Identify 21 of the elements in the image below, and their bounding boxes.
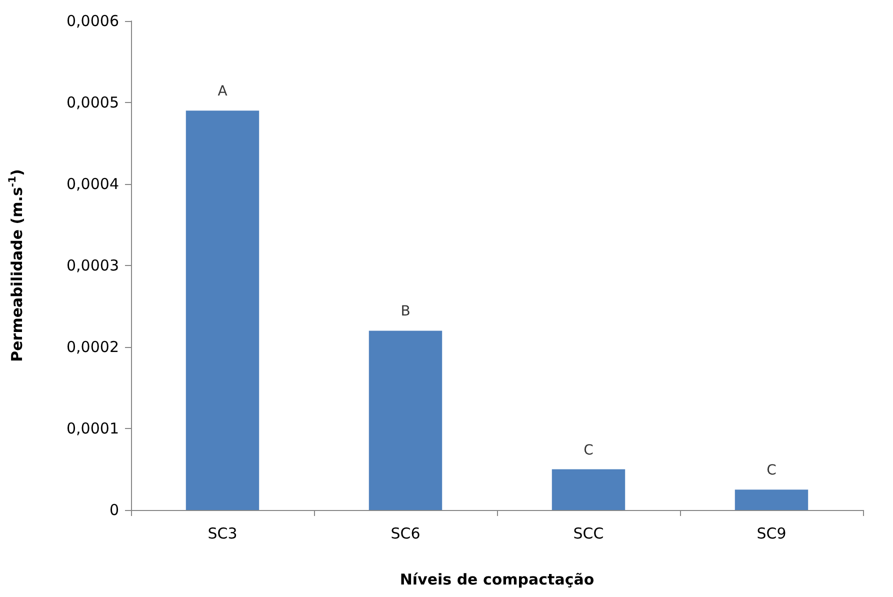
x-tick-label: SC3 — [208, 524, 238, 542]
bar — [186, 110, 260, 510]
y-tick-label: 0,0004 — [66, 175, 119, 193]
y-tick-label: 0,0005 — [66, 94, 119, 112]
annotation: C — [584, 442, 594, 458]
annotation: B — [400, 304, 410, 320]
x-tick-label: SC6 — [390, 524, 420, 542]
y-tick-label: 0,0006 — [66, 12, 119, 30]
y-axis-title: Permeabilidade (m.s-1) — [8, 169, 26, 362]
annotation: A — [218, 84, 228, 100]
y-tick-label: 0,0003 — [66, 256, 119, 274]
x-tick-label: SCC — [573, 524, 604, 542]
y-tick-label: 0,0002 — [66, 338, 119, 356]
bar — [734, 490, 808, 510]
annotation: C — [766, 462, 777, 479]
x-axis-title: Níveis de compactação — [400, 570, 594, 588]
y-tick-label: 0,0001 — [66, 420, 119, 438]
y-tick-label: 0 — [109, 501, 119, 519]
bar — [552, 469, 626, 510]
bar — [368, 330, 442, 510]
x-tick-label: SC9 — [756, 524, 786, 542]
